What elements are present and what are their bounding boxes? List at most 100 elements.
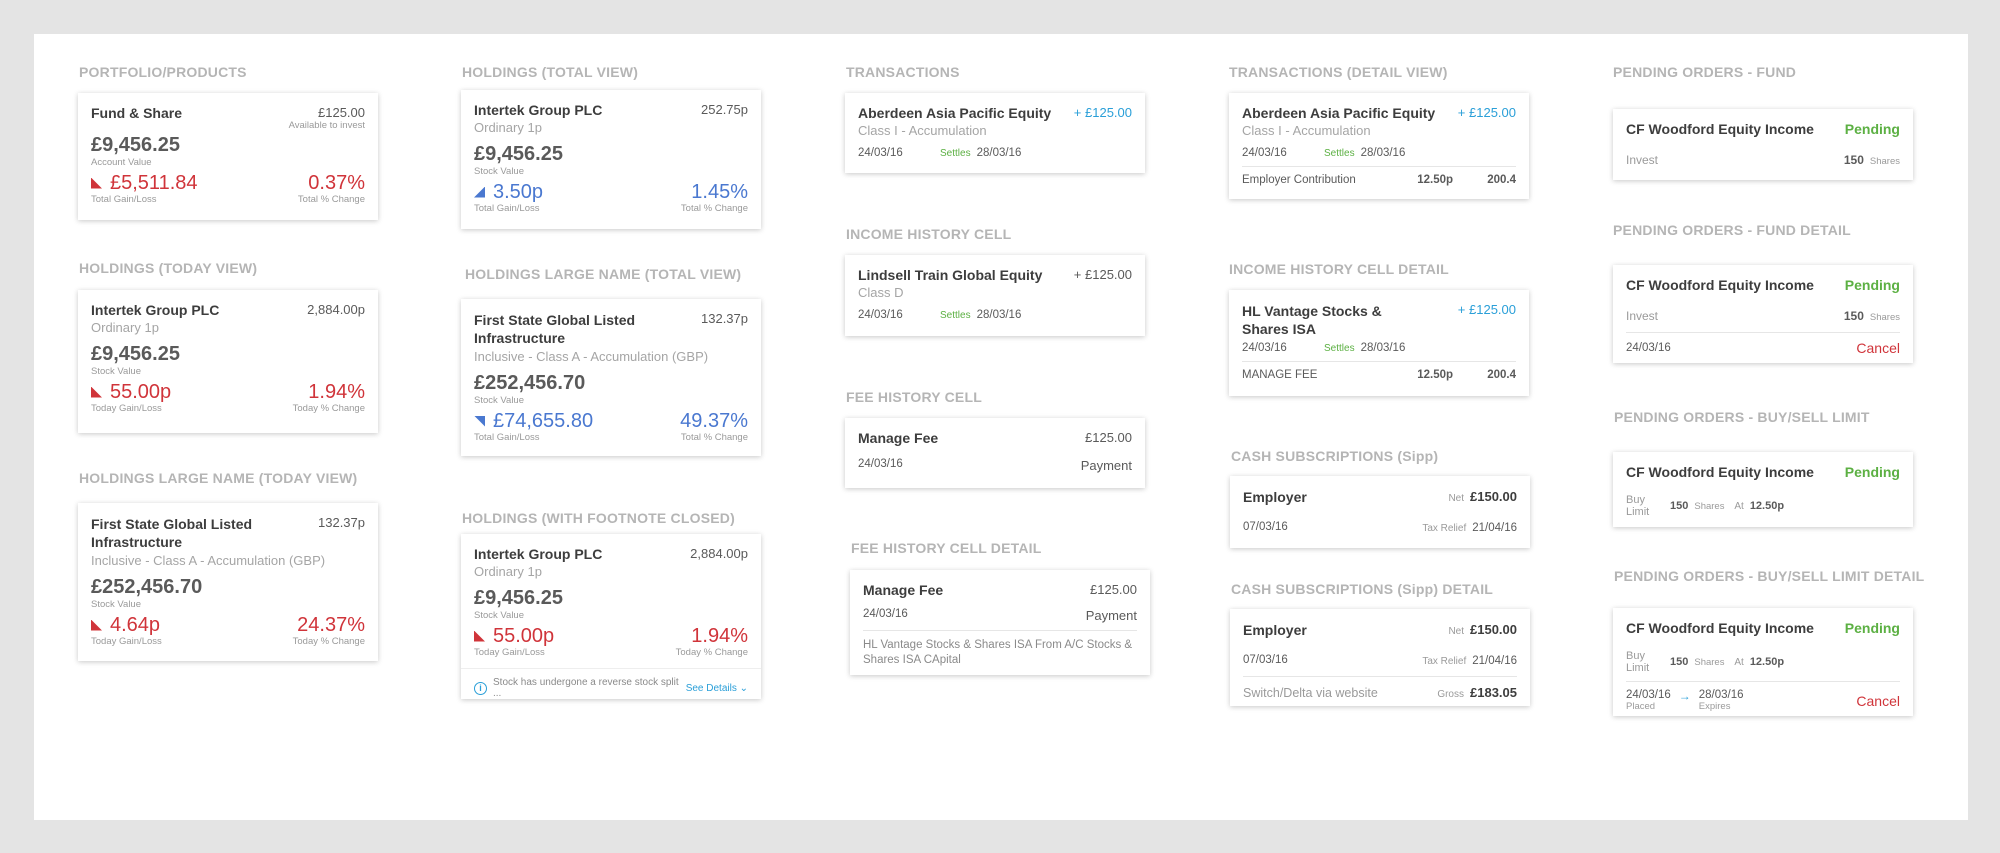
amount: + £125.00 bbox=[1073, 267, 1132, 282]
stock-value: £9,456.25 bbox=[91, 343, 180, 365]
transaction-detail-card[interactable]: Aberdeen Asia Pacific Equity + £125.00 Cl… bbox=[1229, 93, 1529, 199]
fee-detail-card[interactable]: Manage Fee £125.00 24/03/16 Payment HL Van… bbox=[850, 570, 1150, 675]
settles-label: Settles bbox=[940, 147, 971, 159]
holding-card[interactable]: First State Global Listed Infrastructure… bbox=[78, 503, 378, 661]
line-price: 12.50p bbox=[1417, 174, 1454, 186]
tax-relief-label: Tax Relief bbox=[1422, 656, 1467, 667]
section-title: FEE HISTORY CELL DETAIL bbox=[851, 540, 1042, 556]
placed-date: 24/03/16 bbox=[1626, 689, 1671, 701]
order-action: Invest bbox=[1626, 153, 1659, 167]
percent-label: Total % Change bbox=[680, 203, 748, 214]
holding-card[interactable]: First State Global Listed Infrastructure… bbox=[461, 299, 761, 456]
quantity: 150 bbox=[1670, 500, 1689, 512]
stock-value: £252,456.70 bbox=[91, 576, 203, 598]
fund-name: Aberdeen Asia Pacific Equity bbox=[1242, 105, 1436, 121]
limit-price: 12.50p bbox=[1749, 656, 1785, 668]
gain-loss-label: Total Gain/Loss bbox=[474, 203, 540, 214]
holding-card[interactable]: Intertek Group PLC 252.75p Ordinary 1p £9… bbox=[461, 90, 761, 229]
account-value: £9,456.25 bbox=[91, 134, 180, 156]
gain-loss: 4.64p bbox=[110, 614, 161, 636]
payment-method: Switch/Delta via website bbox=[1243, 686, 1378, 700]
settle-date: 28/03/16 bbox=[1360, 147, 1406, 159]
pending-limit-detail-card[interactable]: CF Woodford Equity Income Pending Buy Lim… bbox=[1613, 608, 1913, 716]
placed-label: Placed bbox=[1626, 701, 1656, 712]
settles-label: Settles bbox=[1324, 147, 1355, 159]
holding-sub: Ordinary 1p bbox=[474, 564, 542, 579]
percent-change: 24.37% bbox=[297, 614, 365, 636]
fund-name: HL Vantage Stocks & Shares ISA bbox=[1242, 303, 1382, 337]
percent-change: 1.94% bbox=[691, 625, 748, 647]
quantity: 150 bbox=[1670, 656, 1689, 668]
income-card[interactable]: Lindsell Train Global Equity + £125.00 Cl… bbox=[845, 255, 1145, 336]
at-label: At bbox=[1734, 656, 1744, 668]
gain-loss: 3.50p bbox=[493, 181, 544, 203]
gross-label: Gross bbox=[1437, 689, 1464, 700]
settle-date: 28/03/16 bbox=[1360, 342, 1406, 354]
portfolio-card[interactable]: Fund & Share £125.00 Available to invest… bbox=[78, 93, 378, 220]
divider bbox=[1626, 681, 1900, 682]
see-details-link[interactable]: See Details ⌄ bbox=[685, 682, 748, 694]
pending-limit-card[interactable]: CF Woodford Equity Income Pending Buy Lim… bbox=[1613, 452, 1913, 527]
cash-subscription-detail-card[interactable]: Employer Net £150.00 07/03/16 Tax Relief 2… bbox=[1230, 609, 1530, 706]
fee-type: Payment bbox=[1085, 608, 1137, 623]
fund-name: Lindsell Train Global Equity bbox=[858, 267, 1043, 283]
cancel-button[interactable]: Cancel bbox=[1856, 340, 1900, 356]
percent-label: Total % Change bbox=[680, 432, 748, 443]
info-icon: i bbox=[474, 681, 487, 695]
pending-order-card[interactable]: CF Woodford Equity Income Pending Invest … bbox=[1613, 109, 1913, 180]
footnote: i Stock has undergone a reverse stock sp… bbox=[461, 668, 761, 707]
income-detail-card[interactable]: HL Vantage Stocks & Shares ISA + £125.00 … bbox=[1229, 290, 1529, 396]
line-label: MANAGE FEE bbox=[1242, 369, 1318, 381]
gain-loss-label: Today Gain/Loss bbox=[474, 647, 545, 658]
gross-amount: £183.05 bbox=[1470, 685, 1517, 700]
fee-card[interactable]: Manage Fee £125.00 24/03/16 Payment bbox=[845, 418, 1145, 488]
unit: Shares bbox=[1694, 500, 1725, 512]
section-title: HOLDINGS LARGE NAME (TODAY VIEW) bbox=[79, 470, 358, 486]
cancel-button[interactable]: Cancel bbox=[1856, 692, 1900, 709]
pending-order-detail-card[interactable]: CF Woodford Equity Income Pending Invest … bbox=[1613, 265, 1913, 363]
cash-subscription-card[interactable]: Employer Net £150.00 07/03/16 Tax Relief 2… bbox=[1230, 476, 1530, 548]
section-title: CASH SUBSCRIPTIONS (Sipp) bbox=[1231, 448, 1439, 464]
holding-sub: Ordinary 1p bbox=[474, 120, 542, 135]
holding-price: 132.37p bbox=[318, 515, 365, 530]
holding-price: 2,884.00p bbox=[307, 302, 365, 317]
contributor: Employer bbox=[1243, 489, 1307, 505]
amount: £125.00 bbox=[1085, 430, 1132, 445]
stock-value-label: Stock Value bbox=[91, 599, 141, 610]
stock-value-label: Stock Value bbox=[474, 166, 524, 177]
holding-card[interactable]: Intertek Group PLC 2,884.00p Ordinary 1p … bbox=[78, 290, 378, 433]
fund-name: CF Woodford Equity Income bbox=[1626, 620, 1814, 636]
expires-date: 28/03/16 bbox=[1698, 689, 1744, 701]
holding-price: 252.75p bbox=[701, 102, 748, 117]
tax-relief-date: 21/04/16 bbox=[1472, 522, 1517, 534]
stock-value: £9,456.25 bbox=[474, 143, 563, 165]
trade-date: 24/03/16 bbox=[1242, 342, 1287, 354]
gain-loss-label: Today Gain/Loss bbox=[91, 403, 162, 414]
amount: + £125.00 bbox=[1457, 105, 1516, 120]
transaction-card[interactable]: Aberdeen Asia Pacific Equity + £125.00 Cl… bbox=[845, 93, 1145, 173]
holding-card[interactable]: Intertek Group PLC 2,884.00p Ordinary 1p … bbox=[461, 534, 761, 699]
percent-change: 1.45% bbox=[691, 181, 748, 203]
holding-sub: Inclusive - Class A - Accumulation (GBP) bbox=[91, 553, 326, 568]
divider bbox=[1626, 332, 1900, 333]
section-title: FEE HISTORY CELL bbox=[846, 389, 982, 405]
section-title: HOLDINGS LARGE NAME (TOTAL VIEW) bbox=[465, 266, 742, 282]
stock-value: £252,456.70 bbox=[474, 372, 586, 394]
section-title: HOLDINGS (TODAY VIEW) bbox=[79, 260, 258, 276]
divider bbox=[1243, 676, 1517, 677]
product-name: Fund & Share bbox=[91, 105, 183, 121]
fund-class: Class I - Accumulation bbox=[858, 123, 987, 138]
gain-loss-label: Today Gain/Loss bbox=[91, 636, 162, 647]
section-title: TRANSACTIONS (DETAIL VIEW) bbox=[1229, 64, 1448, 80]
date: 07/03/16 bbox=[1243, 521, 1288, 533]
settle-date: 28/03/16 bbox=[976, 309, 1022, 321]
tax-relief-label: Tax Relief bbox=[1422, 523, 1467, 534]
percent-change: 1.94% bbox=[308, 381, 365, 403]
fund-name: CF Woodford Equity Income bbox=[1626, 277, 1814, 293]
gain-loss: 55.00p bbox=[110, 381, 172, 403]
percent-label: Today % Change bbox=[292, 403, 365, 414]
section-title: INCOME HISTORY CELL bbox=[846, 226, 1012, 242]
status-badge: Pending bbox=[1844, 277, 1900, 293]
status-badge: Pending bbox=[1844, 464, 1900, 480]
unit: Shares bbox=[1694, 656, 1725, 668]
